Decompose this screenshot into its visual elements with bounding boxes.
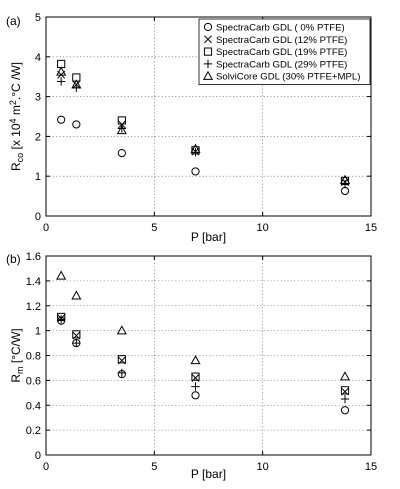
series-circle bbox=[57, 316, 350, 415]
y-axis-title-rest: [°C/W] bbox=[9, 328, 23, 366]
x-tick-label: 0 bbox=[43, 222, 49, 234]
legend-marker-plus bbox=[203, 59, 213, 69]
series-square bbox=[57, 312, 350, 395]
data-point-triangle bbox=[71, 290, 82, 300]
legend-entry: SpectraCarb GDL (29% PTFE) bbox=[216, 59, 347, 70]
series-triangle bbox=[56, 270, 351, 381]
data-point-circle bbox=[117, 149, 126, 158]
series-plus bbox=[56, 77, 350, 189]
series-triangle bbox=[56, 66, 351, 184]
x-tick-label: 10 bbox=[257, 222, 269, 234]
x-axis-title: P [bar] bbox=[191, 467, 226, 481]
legend-marker-circle bbox=[203, 22, 213, 32]
y-tick-label: 5 bbox=[35, 12, 41, 24]
data-point-plus bbox=[56, 77, 66, 86]
data-point-triangle bbox=[71, 79, 82, 89]
series-plus bbox=[56, 315, 350, 404]
data-point-plus bbox=[191, 382, 200, 391]
legend: SpectraCarb GDL ( 0% PTFE)SpectraCarb GD… bbox=[198, 18, 371, 85]
data-point-plus bbox=[117, 368, 127, 378]
data-point-triangle bbox=[339, 174, 351, 184]
data-point-circle bbox=[57, 115, 66, 124]
x-tick-label: 15 bbox=[365, 222, 377, 234]
y-tick-label: 1 bbox=[35, 326, 41, 338]
data-point-triangle bbox=[190, 355, 201, 365]
data-point-plus bbox=[56, 315, 66, 324]
data-point-triangle bbox=[56, 270, 67, 280]
x-tick-label: 5 bbox=[151, 461, 157, 473]
y-axis-title-mid: m bbox=[9, 105, 23, 118]
data-point-circle bbox=[340, 406, 350, 415]
y-tick-label: 0.4 bbox=[26, 400, 41, 412]
plot-frame bbox=[45, 16, 372, 217]
legend-entry: SpectraCarb GDL ( 0% PTFE) bbox=[216, 23, 345, 34]
y-tick-label: 1 bbox=[35, 171, 41, 183]
data-point-triangle bbox=[116, 124, 127, 135]
data-point-plus bbox=[72, 338, 81, 348]
y-axis-title-sup1: 4 bbox=[8, 118, 18, 123]
x-tick-label: 10 bbox=[257, 461, 269, 473]
data-point-circle bbox=[340, 186, 350, 196]
legend-entry: SpectraCarb GDL (12% PTFE) bbox=[216, 35, 347, 46]
y-tick-label: 0.6 bbox=[26, 375, 41, 387]
legend-entry: SpectraCarb GDL (19% PTFE) bbox=[216, 47, 347, 58]
y-tick-label: 0.2 bbox=[26, 425, 41, 437]
data-point-triangle bbox=[116, 325, 127, 335]
panel-b: 0 5 10 15 0 0.2 0.4 0.6 0.8 1 1.2 1.4 1.6 (b) P [bar] R… bbox=[6, 251, 377, 481]
y-tick-label: 0 bbox=[35, 450, 41, 462]
y-tick-label: 1.2 bbox=[26, 301, 41, 313]
legend-marker-square bbox=[203, 47, 213, 56]
panel-label: (a) bbox=[6, 14, 21, 28]
data-point-circle bbox=[72, 120, 81, 129]
legend-marker-x bbox=[204, 35, 212, 44]
data-point-circle bbox=[191, 167, 200, 176]
y-tick-label: 0 bbox=[35, 211, 41, 223]
data-point-square bbox=[340, 386, 350, 395]
y-tick-label: 0.8 bbox=[26, 351, 41, 363]
data-point-square bbox=[72, 330, 81, 339]
data-point-square bbox=[117, 116, 126, 125]
legend-box bbox=[198, 18, 371, 85]
y-axis-title-sup2: 2 bbox=[8, 100, 18, 105]
data-point-triangle bbox=[56, 66, 67, 76]
data-point-circle bbox=[191, 391, 200, 400]
y-axis-title: Rco [x 104 m2.°C /W] bbox=[8, 62, 25, 171]
x-tick-label: 0 bbox=[43, 461, 49, 473]
series-x bbox=[57, 314, 349, 396]
x-axis-title: P [bar] bbox=[191, 230, 226, 244]
legend-marker-triangle bbox=[202, 70, 214, 80]
data-point-triangle bbox=[339, 371, 351, 381]
y-axis-title-main: R bbox=[9, 162, 23, 171]
data-point-plus bbox=[340, 394, 350, 404]
y-axis-title-rest: [x 10 bbox=[9, 123, 23, 153]
y-tick-label: 2 bbox=[35, 131, 41, 143]
data-point-square bbox=[57, 59, 66, 69]
y-tick-label: 3 bbox=[35, 92, 41, 104]
y-axis-title-sub: co bbox=[15, 153, 25, 163]
series-circle bbox=[57, 115, 350, 196]
legend-entry: SolviCore GDL (30% PTFE+MPL) bbox=[216, 72, 360, 83]
y-axis-title-sub: m bbox=[15, 366, 25, 374]
y-tick-label: 1.4 bbox=[26, 276, 41, 288]
y-axis-title: Rm [°C/W] bbox=[9, 328, 25, 382]
data-point-square bbox=[191, 372, 200, 381]
x-tick-label: 5 bbox=[151, 222, 157, 234]
data-point-triangle bbox=[190, 143, 201, 153]
data-point-square bbox=[117, 355, 126, 364]
y-axis-title-main: R bbox=[9, 374, 23, 383]
series-x bbox=[57, 70, 349, 187]
y-axis-title-end: .°C /W] bbox=[9, 62, 23, 100]
y-tick-label: 4 bbox=[35, 52, 41, 64]
data-point-plus bbox=[340, 179, 350, 189]
y-tick-label: 1.6 bbox=[26, 251, 41, 263]
panel-label: (b) bbox=[6, 252, 21, 266]
x-tick-label: 15 bbox=[365, 461, 377, 473]
